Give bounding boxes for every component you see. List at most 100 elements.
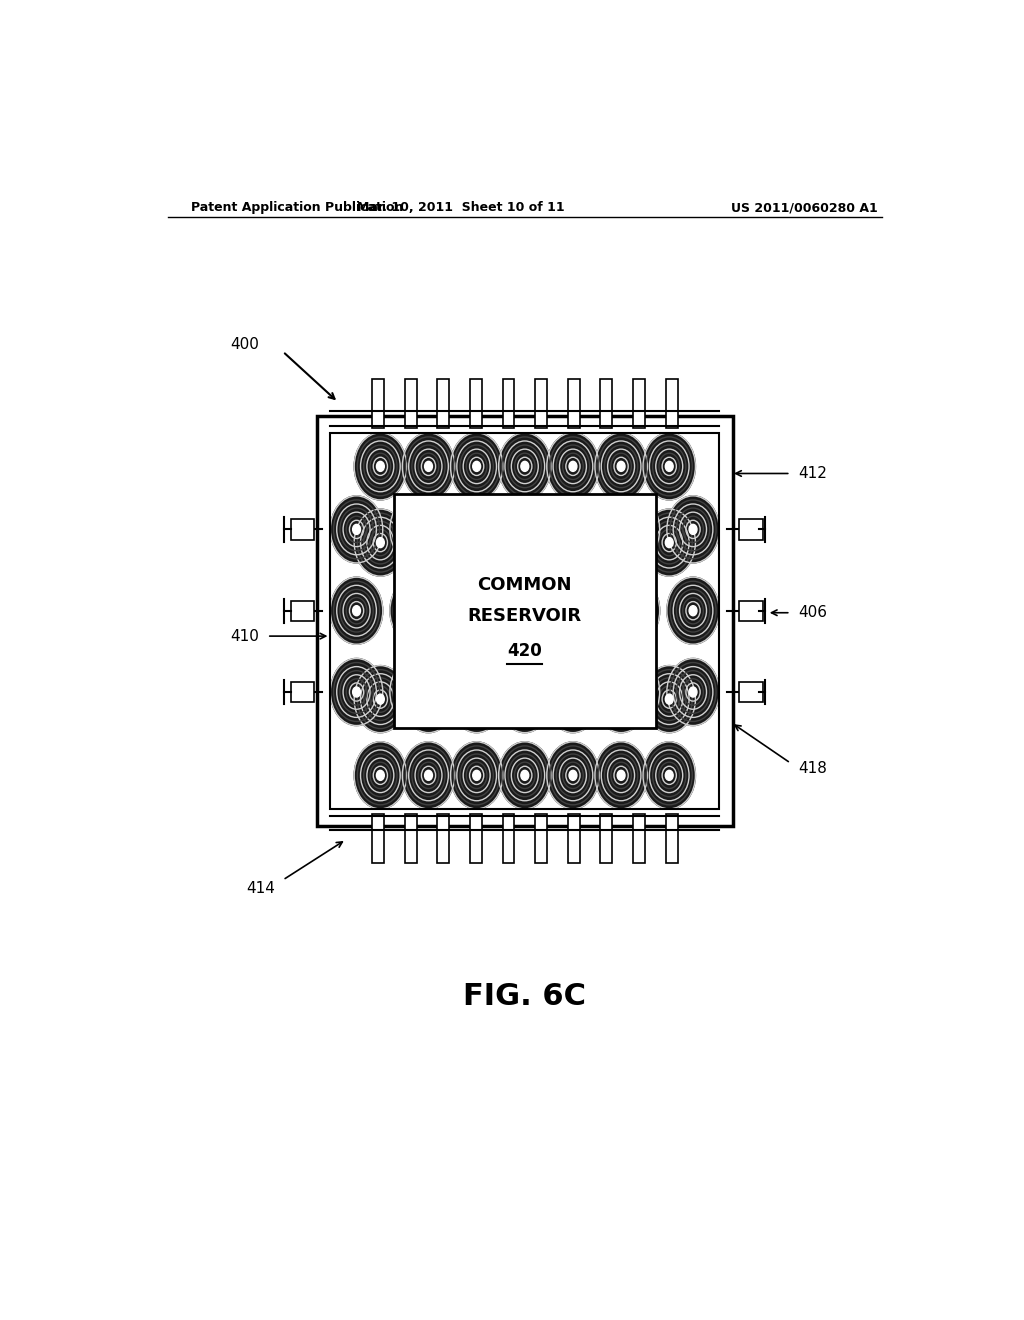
- Circle shape: [499, 510, 551, 576]
- Circle shape: [617, 461, 625, 471]
- Circle shape: [499, 433, 551, 500]
- Text: US 2011/0060280 A1: US 2011/0060280 A1: [731, 201, 878, 214]
- Bar: [470, 379, 482, 428]
- Bar: [291, 519, 314, 540]
- Circle shape: [451, 665, 503, 733]
- Circle shape: [331, 577, 383, 644]
- Circle shape: [377, 694, 384, 704]
- Circle shape: [521, 771, 528, 780]
- Circle shape: [451, 510, 503, 576]
- Circle shape: [354, 742, 407, 809]
- Circle shape: [473, 771, 480, 780]
- Circle shape: [451, 742, 503, 809]
- Circle shape: [521, 461, 528, 471]
- Bar: [316, 416, 733, 826]
- Text: 406: 406: [799, 606, 827, 620]
- Circle shape: [569, 461, 577, 471]
- Circle shape: [595, 742, 647, 809]
- Circle shape: [547, 433, 599, 500]
- Circle shape: [617, 537, 625, 548]
- Bar: [633, 814, 645, 863]
- Circle shape: [643, 742, 695, 809]
- Bar: [633, 379, 645, 428]
- Bar: [331, 433, 719, 809]
- Circle shape: [595, 433, 647, 500]
- Bar: [666, 379, 678, 428]
- Circle shape: [643, 433, 695, 500]
- Bar: [536, 379, 547, 428]
- Circle shape: [354, 510, 407, 576]
- Bar: [291, 601, 314, 620]
- Circle shape: [412, 524, 420, 535]
- Text: 420: 420: [508, 643, 542, 660]
- Circle shape: [402, 742, 455, 809]
- Circle shape: [666, 694, 673, 704]
- Text: FIG. 6C: FIG. 6C: [463, 982, 587, 1011]
- Circle shape: [473, 694, 480, 704]
- Text: 410: 410: [230, 628, 259, 644]
- Bar: [666, 814, 678, 863]
- Bar: [567, 814, 580, 863]
- Circle shape: [425, 537, 432, 548]
- Circle shape: [402, 665, 455, 733]
- Bar: [600, 379, 612, 428]
- Circle shape: [666, 537, 673, 548]
- Circle shape: [607, 496, 659, 562]
- Circle shape: [425, 694, 432, 704]
- Circle shape: [425, 461, 432, 471]
- Bar: [372, 379, 384, 428]
- Circle shape: [352, 686, 360, 697]
- Circle shape: [352, 606, 360, 615]
- Circle shape: [595, 665, 647, 733]
- Bar: [600, 814, 612, 863]
- Circle shape: [521, 537, 528, 548]
- Circle shape: [569, 771, 577, 780]
- Circle shape: [667, 659, 719, 726]
- Circle shape: [617, 694, 625, 704]
- Bar: [437, 814, 450, 863]
- Circle shape: [630, 686, 638, 697]
- Bar: [372, 814, 384, 863]
- Circle shape: [666, 771, 673, 780]
- Bar: [291, 682, 314, 702]
- Bar: [470, 814, 482, 863]
- Circle shape: [377, 537, 384, 548]
- Circle shape: [499, 665, 551, 733]
- Circle shape: [689, 606, 697, 615]
- Circle shape: [630, 524, 638, 535]
- Circle shape: [607, 659, 659, 726]
- Bar: [503, 814, 514, 863]
- Bar: [567, 379, 580, 428]
- Circle shape: [352, 524, 360, 535]
- Circle shape: [354, 433, 407, 500]
- Circle shape: [473, 537, 480, 548]
- Text: COMMON: COMMON: [477, 577, 572, 594]
- Bar: [404, 379, 417, 428]
- Circle shape: [521, 694, 528, 704]
- Circle shape: [630, 606, 638, 615]
- Circle shape: [473, 461, 480, 471]
- Circle shape: [643, 665, 695, 733]
- Bar: [503, 379, 514, 428]
- Circle shape: [412, 686, 420, 697]
- Circle shape: [595, 510, 647, 576]
- Circle shape: [667, 577, 719, 644]
- Circle shape: [390, 496, 442, 562]
- Bar: [404, 814, 417, 863]
- Text: 414: 414: [246, 880, 274, 896]
- Text: 400: 400: [230, 337, 259, 352]
- Bar: [739, 682, 763, 702]
- Circle shape: [390, 659, 442, 726]
- Circle shape: [331, 659, 383, 726]
- Bar: [739, 601, 763, 620]
- Circle shape: [402, 510, 455, 576]
- Circle shape: [412, 606, 420, 615]
- Circle shape: [667, 496, 719, 562]
- Circle shape: [451, 433, 503, 500]
- Circle shape: [547, 665, 599, 733]
- Text: Mar. 10, 2011  Sheet 10 of 11: Mar. 10, 2011 Sheet 10 of 11: [357, 201, 565, 214]
- Circle shape: [547, 510, 599, 576]
- Circle shape: [499, 742, 551, 809]
- Circle shape: [617, 771, 625, 780]
- Circle shape: [689, 524, 697, 535]
